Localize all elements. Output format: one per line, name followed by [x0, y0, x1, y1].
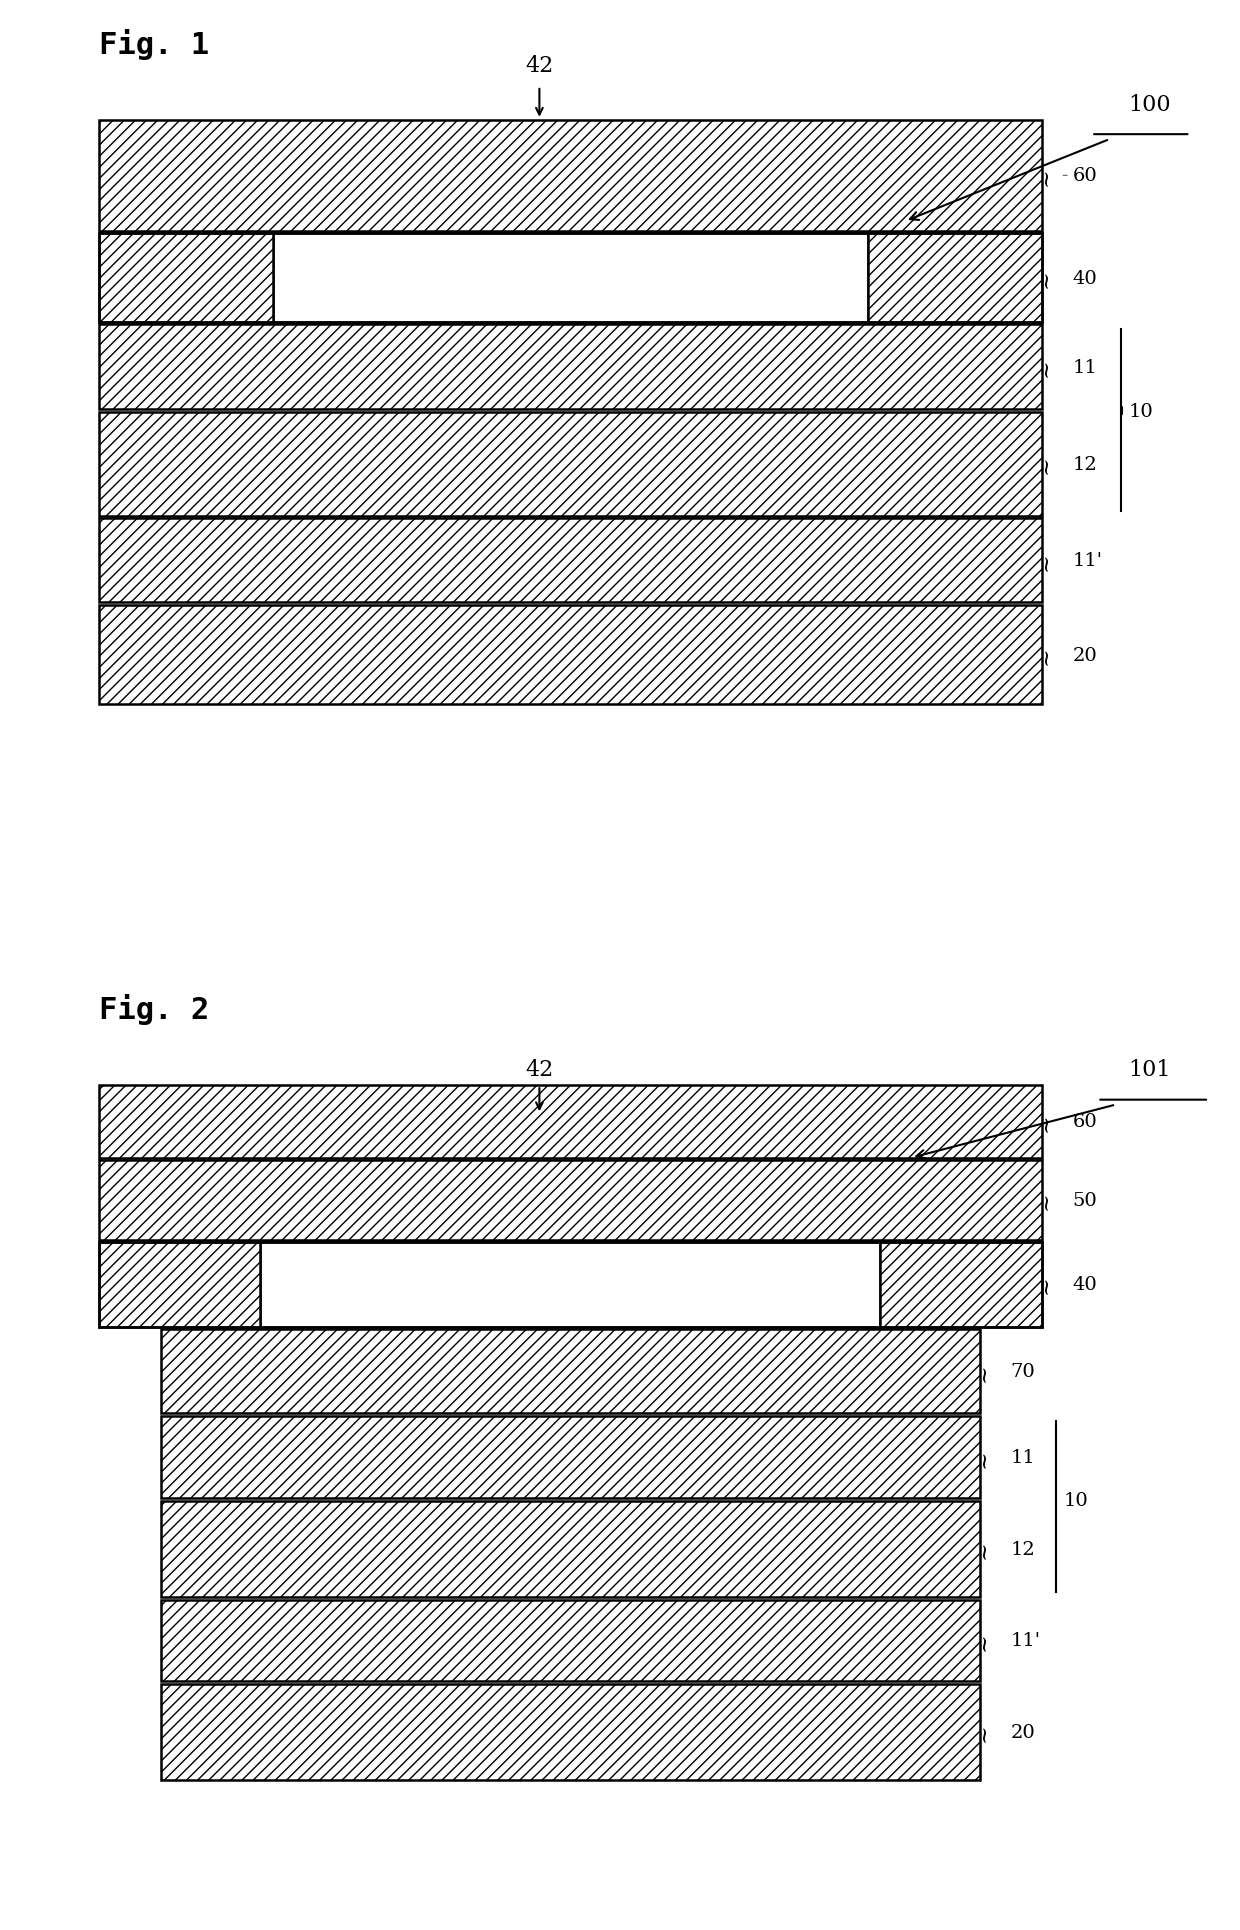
Text: 11': 11' [1011, 1631, 1040, 1650]
Bar [99, 519, 1042, 602]
Text: ~: ~ [1034, 1276, 1056, 1293]
Text: ~: ~ [1034, 647, 1056, 664]
Text: Fig. 1: Fig. 1 [99, 29, 210, 60]
Bar [880, 1243, 1042, 1328]
Bar [161, 1502, 980, 1598]
Text: 11: 11 [1073, 359, 1097, 376]
Text: 40: 40 [1073, 270, 1097, 288]
Text: 10: 10 [1064, 1492, 1089, 1509]
Text: 60: 60 [1073, 1114, 1097, 1131]
Text: 12: 12 [1073, 455, 1097, 473]
Text: 70: 70 [1011, 1363, 1035, 1380]
Text: ~: ~ [972, 1540, 994, 1559]
Bar [99, 234, 273, 322]
Bar [161, 1600, 980, 1681]
Text: 101: 101 [1128, 1060, 1171, 1081]
Bar [868, 234, 1042, 322]
Text: 42: 42 [526, 56, 553, 77]
Bar [99, 1243, 1042, 1328]
Text: ~: ~ [972, 1448, 994, 1467]
Text: 40: 40 [1073, 1276, 1097, 1293]
Text: ~: ~ [972, 1723, 994, 1741]
Bar [99, 120, 1042, 232]
Bar [99, 1085, 1042, 1158]
Text: ~: ~ [1034, 1191, 1056, 1210]
Text: ~: ~ [972, 1631, 994, 1650]
Bar [161, 1330, 980, 1413]
Text: ~: ~ [1034, 455, 1056, 475]
Bar [99, 1160, 1042, 1241]
Bar [161, 1417, 980, 1498]
Text: ~: ~ [1034, 1112, 1056, 1131]
Text: 10: 10 [1128, 401, 1153, 421]
Text: 50: 50 [1073, 1191, 1097, 1210]
Bar [273, 234, 868, 322]
Bar [161, 1683, 980, 1779]
Bar [99, 324, 1042, 409]
Text: 11': 11' [1073, 552, 1102, 569]
Bar [260, 1243, 880, 1328]
Bar [99, 413, 1042, 515]
Text: Fig. 2: Fig. 2 [99, 994, 210, 1025]
Text: 60: 60 [1073, 168, 1097, 185]
Text: ~: ~ [1034, 359, 1056, 376]
Text: ~: ~ [1034, 552, 1056, 571]
Bar [99, 234, 1042, 322]
Bar [99, 1243, 260, 1328]
Text: 20: 20 [1073, 647, 1097, 664]
Text: ~: ~ [1034, 166, 1056, 185]
Text: 100: 100 [1128, 95, 1171, 116]
Text: ~: ~ [1034, 268, 1056, 288]
Text: ~: ~ [972, 1363, 994, 1382]
Text: 20: 20 [1011, 1723, 1035, 1741]
Bar [99, 606, 1042, 704]
Text: 42: 42 [526, 1060, 553, 1081]
Text: 11: 11 [1011, 1449, 1035, 1467]
Text: 12: 12 [1011, 1540, 1035, 1558]
